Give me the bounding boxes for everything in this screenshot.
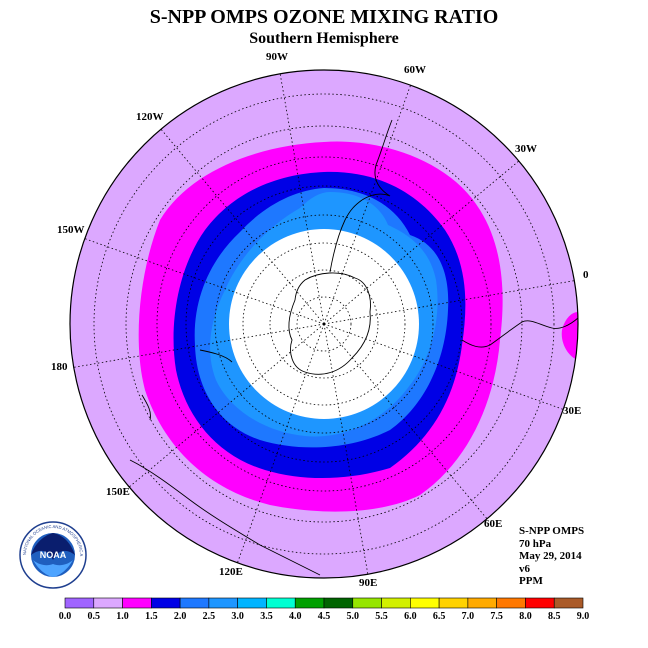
legend-tick-label: 5.5 [375,611,388,622]
legend-swatch [237,597,267,609]
lon-label-180: 180 [51,361,68,373]
legend-swatch [208,597,238,609]
legend-swatch [294,597,325,609]
legend-swatch [323,597,354,609]
lon-label-90e: 90E [359,577,377,589]
lon-label-90w: 90W [266,51,288,63]
lon-label-30w: 30W [515,143,537,155]
lon-label-120e: 120E [219,566,243,578]
new-zealand-coastline [141,349,233,421]
lon-label-120w: 120W [136,111,164,123]
legend-swatch [266,597,296,609]
south-america-coastline [361,119,393,201]
legend-tick-label: 4.5 [318,611,331,622]
legend-tick-label: 7.5 [490,611,503,622]
lon-label-0: 0 [583,269,589,281]
globe-outline [69,69,579,579]
antarctica-coastline [288,272,371,375]
map-subtitle: Southern Hemisphere [249,30,399,47]
legend-tick-label: 6.5 [433,611,446,622]
legend-tick-label: 1.0 [116,611,129,622]
legend-swatch [438,597,469,609]
legend-tick-label: 2.0 [174,611,187,622]
legend-tick-label: 8.0 [519,611,532,622]
africa-coastline [461,317,578,348]
legend-swatch [410,597,440,609]
legend-swatch [179,597,210,609]
date-label: May 29, 2014 [519,550,582,562]
antarctic-peninsula-coastline [329,199,363,273]
lon-label-30e: 30E [563,405,581,417]
legend-tick-label: 3.0 [231,611,244,622]
legend-tick-label: 9.0 [577,611,590,622]
legend-swatch [381,597,411,609]
lon-label-60e: 60E [484,518,502,530]
legend-tick-label: 8.5 [548,611,561,622]
legend-tick-label: 4.0 [289,611,302,622]
map-title: S-NPP OMPS OZONE MIXING RATIO [149,6,499,28]
legend-swatch [553,597,584,609]
legend-tick-label: 0.5 [88,611,101,622]
legend-swatch [467,597,497,609]
legend-tick-label: 3.5 [260,611,273,622]
pressure-level-label: 70 hPa [519,537,552,550]
legend-tick-label: 5.0 [347,611,360,622]
lon-label-60w: 60W [404,64,426,76]
legend-swatch [64,597,95,609]
legend-tick-label: 6.0 [404,611,417,622]
version-label: v6 [519,562,530,575]
lon-label-150e: 150E [106,486,130,498]
coastlines [129,119,578,576]
legend-swatch [496,597,526,609]
graticule [70,72,578,576]
australia-coastline [129,459,321,576]
legend-swatch [151,597,181,609]
legend-swatch [122,597,152,609]
units-label: PPM [519,575,543,587]
legend-tick-label: 0.0 [59,611,72,622]
legend-tick-label: 7.0 [462,611,475,622]
noaa-logo: NOAA NATIONAL OCEANIC AND ATMOSPHERIC AD… [18,520,87,589]
lon-label-150w: 150W [57,224,85,236]
logo-text: NOAA [40,550,67,560]
legend-swatch [352,597,382,609]
legend-tick-label: 2.5 [203,611,216,622]
legend-swatch [525,597,555,609]
legend-swatch [93,597,123,609]
instrument-label: S-NPP OMPS [519,525,585,537]
info-block: S-NPP OMPS 70 hPa May 29, 2014 v6 PPM [519,525,584,588]
legend-tick-label: 1.5 [145,611,158,622]
